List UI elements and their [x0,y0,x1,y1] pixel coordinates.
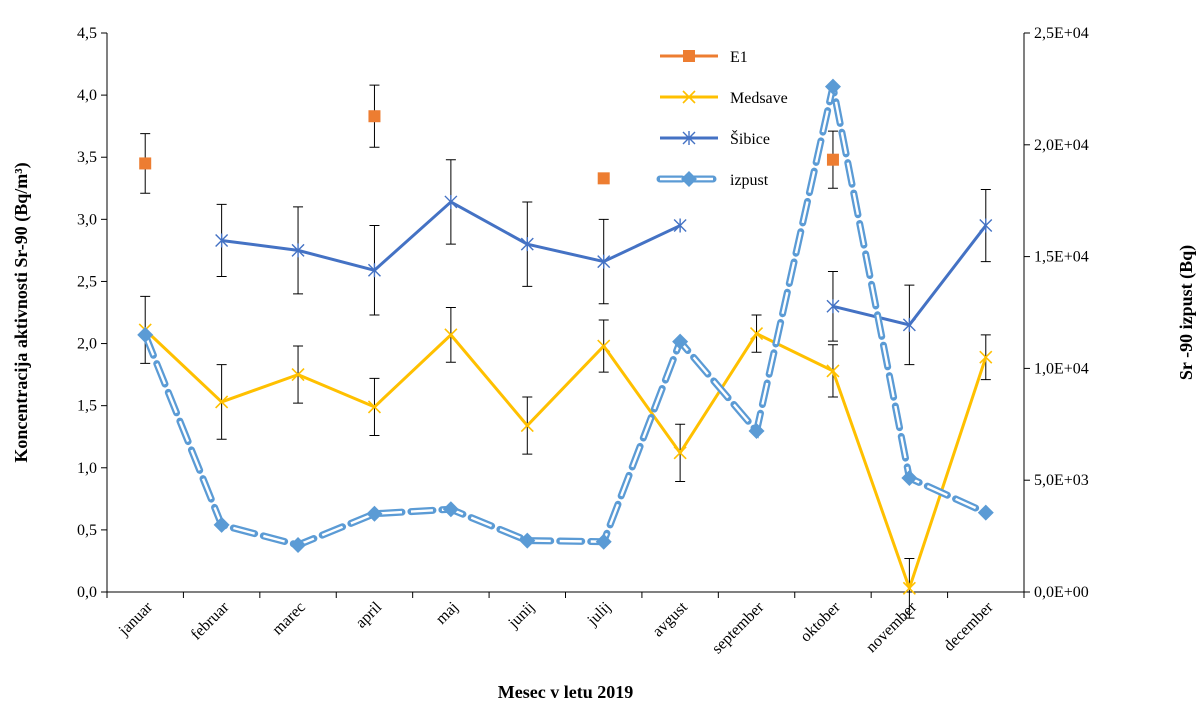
data-point-izpust [213,516,230,533]
axes: 0,0 0,5 1,0 1,5 2,0 2,5 3,0 3,5 4,0 4,5 0,0E+00 5,0… [77,25,1089,657]
y2-tick-label: 1,0E+04 [1034,360,1089,377]
legend-marker--ibice [682,131,696,145]
x-tick-label: april [353,598,386,631]
y-tick-label: 1,0 [77,460,97,477]
y2-tick-label: 0,0E+00 [1034,584,1089,601]
data-point-medsave [291,368,305,382]
data-point-medsave [979,350,993,364]
y-tick-label: 3,0 [77,211,97,228]
x-tick-label: januar [115,598,156,639]
data-point--ibice [826,299,840,314]
data-point-izpust [748,423,765,440]
x-tick-label: avgust [649,598,691,640]
series-lines [141,85,990,590]
x-tick-label: november [863,598,921,656]
data-point-medsave [215,395,229,409]
series-line-medsave [144,328,988,590]
data-point-izpust [366,505,383,522]
x-tick-label: februar [188,598,233,643]
data-point-izpust [442,501,459,518]
series-line-izpust [141,85,990,549]
legend-label--ibice: Šibice [730,129,770,148]
x-tick-label: maj [433,599,462,628]
data-point-medsave [367,400,382,414]
data-point--ibice [979,218,993,233]
data-point-medsave [749,327,764,341]
y-tick-label: 0,5 [77,522,97,539]
data-point--ibice [902,317,916,332]
y2-tick-label: 2,5E+04 [1034,25,1089,42]
y2-tick-label: 2,0E+04 [1034,137,1089,154]
legend-label-e1: E1 [730,49,748,66]
y-tick-label: 3,5 [77,149,97,166]
series-line-inner-izpust [144,86,987,547]
data-point-medsave [520,418,534,433]
legend-marker-izpust [681,171,697,187]
data-point-e1 [139,157,152,170]
data-point-izpust [672,333,689,350]
data-point-medsave [673,446,687,460]
data-point-izpust [519,532,536,549]
y2-tick-label: 5,0E+03 [1034,472,1089,489]
data-point-izpust [290,537,307,554]
y-tick-label: 2,0 [77,336,97,353]
legend-label-izpust: izpust [730,172,769,189]
y2-axis-title: Sr -90 izpust (Bq) [1176,245,1197,380]
y-tick-label: 4,0 [77,87,97,104]
data-point-izpust [824,78,841,95]
data-point-e1 [826,153,839,166]
data-point--ibice [215,233,229,248]
axis-titles: Mesec v letu 2019 Koncentracija aktivnos… [11,162,1197,702]
data-point-medsave [444,328,458,342]
legend-marker-medsave [682,90,696,104]
data-point-izpust [137,326,154,343]
x-tick-label: julij [584,599,615,630]
data-point-izpust [901,469,918,486]
data-point-izpust [595,533,612,550]
y-axis-title: Koncentracija aktivnosti Sr-90 (Bq/m³) [11,162,32,462]
data-point-e1 [368,110,381,123]
legend: E1 Medsave Šibice izpust [656,49,788,189]
y-tick-label: 2,5 [77,273,97,290]
x-tick-label: marec [269,599,309,639]
data-point--ibice [444,194,458,209]
data-point--ibice [367,263,381,278]
data-point--ibice [673,218,687,233]
data-point-e1 [597,172,610,185]
data-point-izpust [977,504,994,521]
x-tick-label: oktober [797,598,844,645]
y2-tick-label: 1,5E+04 [1034,249,1089,266]
y-tick-label: 0,0 [77,584,97,601]
data-point-medsave [826,364,840,378]
data-point--ibice [291,243,305,258]
legend-marker-e1 [683,50,695,62]
x-tick-label: junij [505,599,538,632]
y-tick-label: 1,5 [77,398,97,415]
legend-label-medsave: Medsave [730,90,788,107]
x-tick-label: september [709,598,768,657]
x-tick-label: december [941,598,997,654]
data-point-medsave [902,581,916,595]
data-point--ibice [520,237,534,252]
series-markers [137,78,994,595]
data-point-medsave [597,339,611,353]
data-point--ibice [597,254,611,269]
x-axis-title: Mesec v letu 2019 [498,682,633,702]
y-tick-label: 4,5 [77,25,97,42]
